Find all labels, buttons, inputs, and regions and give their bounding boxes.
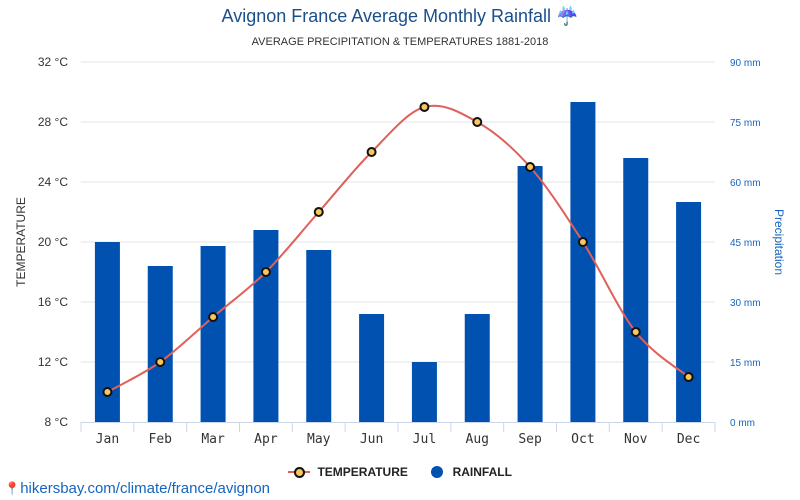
- y-axis-label: TEMPERATURE: [14, 197, 28, 287]
- x-tick-label: Jun: [360, 432, 383, 447]
- rainfall-legend-icon: [431, 465, 444, 478]
- temperature-point: [155, 357, 166, 367]
- source-link[interactable]: 📍hikersbay.com/climate/france/avignon: [4, 480, 270, 497]
- temperature-point: [208, 312, 219, 322]
- temperature-point: [683, 372, 694, 382]
- x-tick-label: Jan: [96, 432, 119, 447]
- x-tick-label: Mar: [201, 432, 225, 447]
- temperature-point: [313, 207, 324, 217]
- legend: TEMPERATURE RAINFALL: [0, 464, 800, 479]
- source-link-text[interactable]: hikersbay.com/climate/france/avignon: [20, 480, 271, 497]
- x-tick-label: Sep: [518, 432, 542, 447]
- y-tick-label-right: 75 mm: [730, 118, 761, 129]
- y-tick-label-right: 45 mm: [730, 238, 761, 249]
- rainfall-bar: [359, 314, 385, 422]
- rainfall-bar: [570, 102, 596, 422]
- rainfall-bar: [253, 230, 279, 422]
- temperature-point: [102, 387, 113, 397]
- y-tick-label: 12 °C: [38, 355, 68, 369]
- x-tick-label: Nov: [624, 432, 648, 447]
- rainfall-bar: [517, 166, 543, 422]
- y-tick-label: 16 °C: [38, 295, 68, 309]
- rainfall-bar: [147, 266, 173, 422]
- y-tick-label-right: 60 mm: [730, 178, 761, 189]
- legend-rainfall[interactable]: RAINFALL: [452, 464, 512, 479]
- y-tick-label: 8 °C: [45, 415, 69, 429]
- temperature-point: [630, 327, 641, 337]
- x-tick-label: Jul: [413, 432, 436, 447]
- y-tick-label-right: 90 mm: [730, 58, 761, 69]
- temperature-point: [260, 267, 271, 277]
- rainfall-bars: [94, 102, 702, 422]
- y-tick-label-right: 15 mm: [730, 358, 761, 369]
- rainfall-bar: [306, 250, 332, 422]
- y-tick-label: 32 °C: [38, 55, 68, 69]
- x-tick-label: Dec: [677, 432, 700, 447]
- y-axis-label-right: Precipitation: [772, 209, 786, 275]
- y-tick-label: 24 °C: [38, 175, 68, 189]
- temperature-point: [525, 162, 536, 172]
- rainfall-bar: [464, 314, 490, 422]
- x-tick-label: Feb: [149, 432, 173, 447]
- temperature-line: [102, 102, 694, 397]
- rainfall-bar: [676, 202, 702, 422]
- location-pin-icon: 📍: [4, 481, 21, 496]
- temperature-point: [472, 117, 483, 127]
- rainfall-bar: [411, 362, 437, 422]
- rainfall-bar: [200, 246, 226, 422]
- chart-subtitle: AVERAGE PRECIPITATION & TEMPERATURES 188…: [251, 36, 549, 48]
- x-tick-label: Aug: [466, 432, 489, 447]
- temperature-point: [366, 147, 377, 157]
- chart-title: Avignon France Average Monthly Rainfall …: [221, 6, 579, 26]
- grid-lines: [81, 61, 715, 363]
- temperature-point: [419, 102, 430, 112]
- y-tick-label-right: 30 mm: [730, 298, 761, 309]
- legend-temperature[interactable]: TEMPERATURE: [317, 464, 408, 479]
- temperature-curve: [106, 104, 690, 393]
- x-tick-label: Oct: [571, 432, 594, 447]
- y-tick-label-right: 0 mm: [730, 418, 755, 429]
- x-tick-label: May: [307, 432, 331, 447]
- rainfall-bar: [623, 158, 649, 422]
- temperature-legend-icon: [288, 466, 311, 478]
- x-tick-label: Apr: [254, 432, 278, 447]
- y-tick-label: 28 °C: [38, 115, 68, 129]
- temperature-point: [577, 237, 588, 247]
- axes: 8 °C 0 mm 12 °C 15 mm 16 °C 30 mm 20 °C 45 mm 24…: [38, 55, 761, 447]
- y-tick-label: 20 °C: [38, 235, 68, 249]
